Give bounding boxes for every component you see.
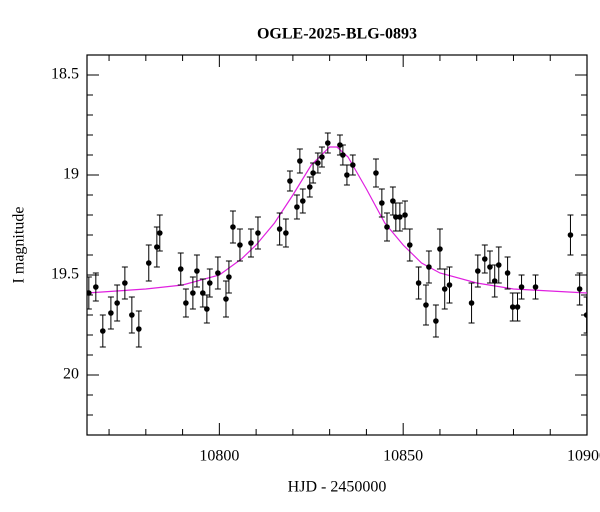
data-point <box>373 170 379 176</box>
data-point <box>283 230 289 236</box>
data-point <box>223 296 229 302</box>
data-point <box>344 172 350 178</box>
data-point <box>397 214 403 220</box>
data-point <box>487 264 493 270</box>
data-point <box>350 162 356 168</box>
data-point <box>319 154 325 160</box>
data-point <box>226 274 232 280</box>
data-point <box>532 284 539 290</box>
data-point <box>390 198 396 204</box>
data-point <box>183 300 189 306</box>
data-point <box>433 318 439 324</box>
data-point <box>437 246 443 252</box>
data-point <box>237 242 243 248</box>
data-point <box>384 224 390 230</box>
data-point <box>215 270 221 276</box>
data-point <box>100 328 106 334</box>
data-point <box>190 290 196 296</box>
chart-title: OGLE-2025-BLG-0893 <box>257 26 417 43</box>
data-point <box>87 290 92 296</box>
data-point <box>441 286 448 292</box>
data-point <box>156 230 163 236</box>
data-point <box>446 282 453 288</box>
data-point <box>122 280 128 286</box>
data-point <box>481 256 488 262</box>
data-point <box>297 158 303 164</box>
data-point <box>518 284 525 290</box>
data-point <box>567 232 574 238</box>
data-point <box>576 286 583 292</box>
data-point <box>154 244 160 250</box>
y-axis-label: I magnitude <box>11 207 28 284</box>
data-point <box>300 198 306 204</box>
data-point <box>310 170 316 176</box>
data-point <box>393 214 399 220</box>
data-point <box>136 326 142 332</box>
data-point <box>406 242 413 248</box>
data-point <box>145 260 152 266</box>
data-point <box>509 304 516 310</box>
model-curve <box>87 146 587 294</box>
data-point <box>306 184 313 190</box>
data-point <box>248 240 254 246</box>
data-point <box>495 262 502 268</box>
data-point <box>415 280 422 286</box>
plot-frame <box>86 54 588 436</box>
y-tick-label: 18.5 <box>51 66 79 83</box>
x-tick-label: 10850 <box>383 448 423 465</box>
y-tick-label: 19.5 <box>51 266 79 283</box>
data-point <box>475 268 481 274</box>
data-point <box>200 290 206 296</box>
data-point <box>206 280 213 286</box>
data-point <box>177 266 184 272</box>
data-point <box>340 152 346 158</box>
data-point <box>255 230 261 236</box>
data-point <box>230 224 236 230</box>
data-point <box>93 284 99 290</box>
y-tick-label: 19 <box>63 166 79 183</box>
y-tick-label: 20 <box>63 366 79 383</box>
data-point <box>514 304 521 310</box>
data-point <box>468 300 475 306</box>
plot-area <box>87 132 587 348</box>
data-point <box>402 212 408 218</box>
x-tick-label: 10900 <box>567 448 600 465</box>
data-point <box>194 268 200 274</box>
data-point <box>423 302 429 308</box>
x-axis-label: HJD - 2450000 <box>288 479 387 496</box>
data-point <box>108 310 114 316</box>
data-point <box>129 312 135 318</box>
data-point <box>379 200 385 206</box>
data-point <box>276 226 283 232</box>
data-point <box>426 264 432 270</box>
data-point <box>504 270 511 276</box>
data-point <box>491 278 498 284</box>
data-point <box>204 306 210 312</box>
data-point <box>315 160 321 166</box>
data-point <box>287 178 293 184</box>
data-point <box>325 140 331 146</box>
data-point <box>114 300 120 306</box>
x-tick-label: 10800 <box>199 448 239 465</box>
data-point <box>294 204 300 210</box>
